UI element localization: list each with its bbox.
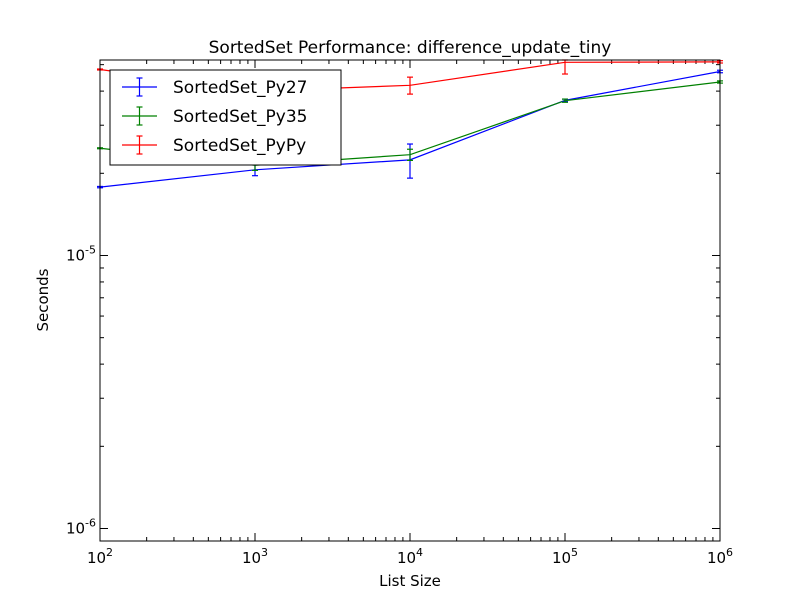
legend-label: SortedSet_Py27: [173, 78, 307, 98]
x-tick-label: 103: [242, 546, 268, 567]
legend: SortedSet_Py27 SortedSet_Py35 SortedSet_Py…: [109, 69, 342, 166]
tick-labels: 102 103 104 105 106 10-6 10-5: [66, 243, 733, 567]
legend-label: SortedSet_PyPy: [173, 136, 306, 156]
legend-box: [109, 69, 342, 166]
plot-frame: [99, 59, 721, 542]
chart-title: SortedSet Performance: difference_update…: [209, 38, 612, 58]
y-axis-label: Seconds: [34, 268, 52, 331]
legend-label: SortedSet_Py35: [173, 107, 307, 127]
x-tick-label: 102: [87, 546, 113, 567]
x-tick-label: 104: [397, 546, 423, 567]
legend-items: SortedSet_Py27 SortedSet_Py35 SortedSet_Py…: [122, 77, 307, 156]
x-tick-label: 106: [707, 546, 733, 567]
y-tick-label: 10-5: [66, 243, 96, 264]
y-tick-label: 10-6: [66, 517, 96, 538]
x-axis-label: List Size: [379, 572, 441, 590]
x-tick-label: 105: [552, 546, 578, 567]
axis-ticks: [99, 60, 721, 542]
